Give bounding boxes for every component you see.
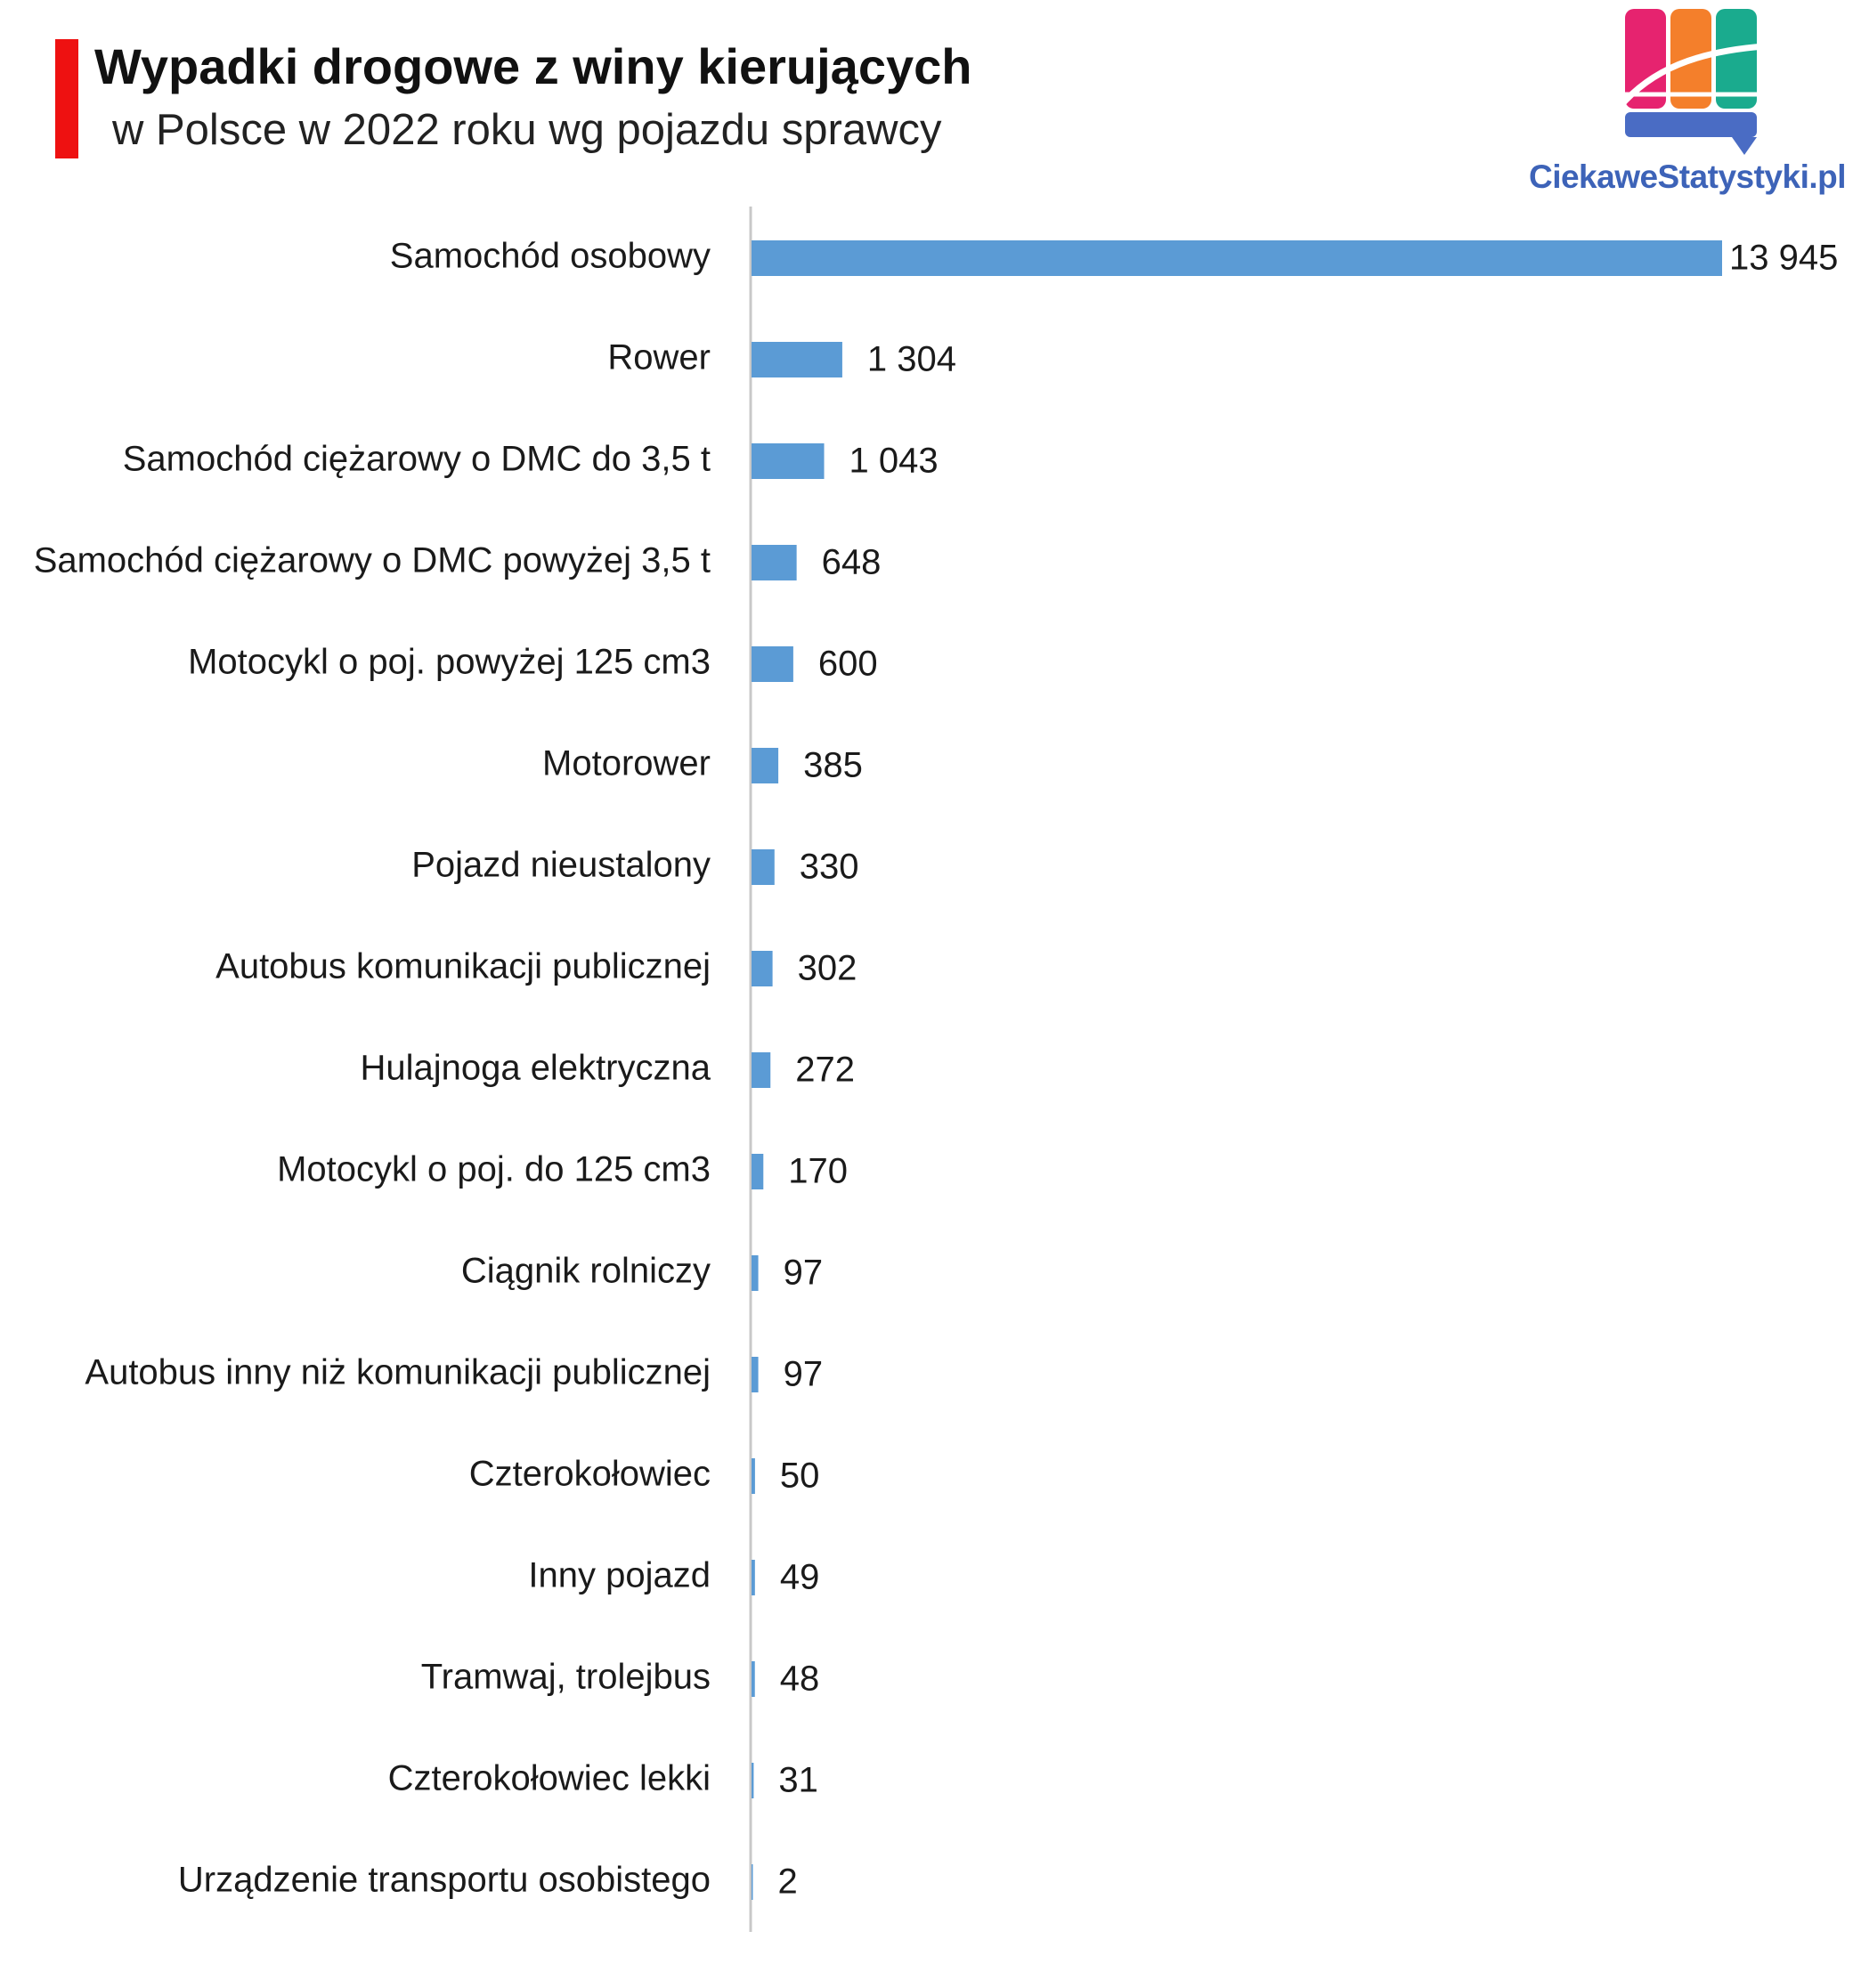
category-label: Ciągnik rolniczy	[461, 1252, 711, 1291]
category-label: Autobus komunikacji publicznej	[215, 947, 711, 986]
bar	[752, 951, 773, 986]
value-label: 13 945	[1729, 239, 1838, 278]
value-label: 302	[798, 949, 857, 988]
category-label: Samochód osobowy	[390, 237, 711, 276]
bar	[752, 240, 1722, 276]
value-label: 31	[778, 1761, 818, 1800]
value-label: 49	[780, 1558, 820, 1597]
value-label: 1 304	[867, 340, 956, 379]
bar	[752, 1763, 754, 1798]
title-accent-bar	[55, 39, 78, 158]
value-label: 330	[800, 848, 859, 887]
bar	[752, 849, 775, 885]
logo-chart-icon	[1617, 9, 1765, 155]
value-label: 600	[818, 645, 878, 684]
category-label: Motocykl o poj. powyżej 125 cm3	[188, 643, 711, 682]
logo-text: CiekaweStatystyki.pl	[1528, 158, 1847, 195]
bar	[752, 342, 842, 377]
value-label: 48	[780, 1659, 820, 1699]
value-label: 97	[784, 1355, 824, 1394]
bar	[752, 748, 779, 783]
site-logo: CiekaweStatystyki.pl	[1527, 7, 1848, 212]
category-label: Rower	[607, 338, 711, 377]
category-label: Samochód ciężarowy o DMC do 3,5 t	[123, 440, 711, 479]
value-label: 97	[784, 1254, 824, 1293]
value-label: 170	[788, 1152, 848, 1191]
category-label: Motocykl o poj. do 125 cm3	[277, 1150, 711, 1189]
bar	[752, 545, 797, 580]
category-label: Urządzenie transportu osobistego	[178, 1861, 711, 1900]
bar	[752, 1560, 755, 1595]
category-label: Samochód ciężarowy o DMC powyżej 3,5 t	[34, 541, 711, 580]
category-label: Pojazd nieustalony	[411, 846, 711, 885]
value-label: 50	[780, 1457, 820, 1496]
category-label: Inny pojazd	[528, 1556, 711, 1595]
value-label: 272	[795, 1051, 855, 1090]
value-label: 648	[822, 543, 882, 582]
bar	[752, 1458, 755, 1494]
bar	[752, 1154, 764, 1189]
category-label: Autobus inny niż komunikacji publicznej	[85, 1353, 711, 1392]
bar	[752, 1357, 759, 1392]
category-label: Hulajnoga elektryczna	[360, 1049, 711, 1088]
value-label: 385	[803, 746, 863, 785]
bar	[752, 443, 825, 479]
bar	[752, 1661, 755, 1697]
chart-title: Wypadki drogowe z winy kierujących	[94, 38, 972, 94]
category-label: Motorower	[542, 744, 711, 783]
bar	[752, 1255, 759, 1291]
category-label: Czterokołowiec lekki	[388, 1759, 711, 1798]
bar	[752, 1864, 753, 1900]
chart-subtitle: w Polsce w 2022 roku wg pojazdu sprawcy	[112, 106, 942, 154]
value-label: 1 043	[849, 442, 939, 481]
bar	[752, 646, 793, 682]
category-label: Tramwaj, trolejbus	[421, 1658, 711, 1697]
category-label: Czterokołowiec	[469, 1455, 711, 1494]
value-label: 2	[778, 1862, 798, 1902]
bar	[752, 1052, 771, 1088]
